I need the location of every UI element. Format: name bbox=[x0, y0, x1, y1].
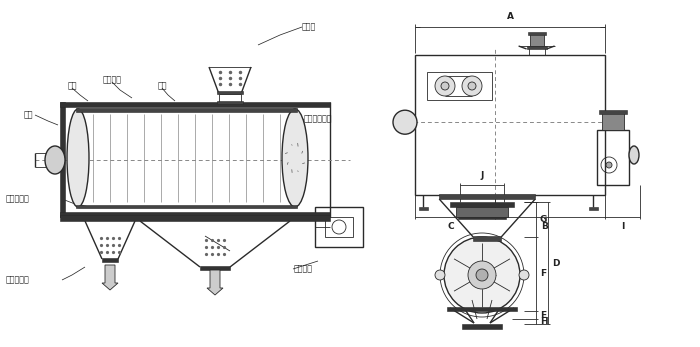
Bar bbox=[589, 207, 598, 210]
Bar bbox=[419, 207, 428, 210]
Bar bbox=[456, 207, 508, 217]
Text: B: B bbox=[541, 222, 548, 231]
Bar bbox=[458, 217, 506, 219]
Circle shape bbox=[435, 76, 455, 96]
Ellipse shape bbox=[67, 109, 89, 207]
Text: G: G bbox=[540, 215, 547, 225]
Bar bbox=[60, 102, 65, 217]
Text: C: C bbox=[447, 222, 454, 231]
Text: 粗料排出口: 粗料排出口 bbox=[6, 195, 29, 203]
Bar bbox=[530, 34, 544, 46]
Text: 网架: 网架 bbox=[158, 82, 167, 91]
Text: 螺旋输送系统: 螺旋输送系统 bbox=[304, 115, 332, 124]
Bar bbox=[60, 102, 330, 107]
Bar bbox=[315, 207, 363, 247]
Circle shape bbox=[476, 269, 488, 281]
Bar bbox=[602, 112, 624, 130]
Text: 进料口: 进料口 bbox=[302, 23, 316, 32]
Circle shape bbox=[468, 261, 496, 289]
Bar bbox=[60, 212, 330, 217]
Text: I: I bbox=[622, 222, 624, 231]
Circle shape bbox=[468, 82, 476, 90]
Text: 细料排出口: 细料排出口 bbox=[6, 276, 29, 285]
Circle shape bbox=[435, 270, 445, 280]
Circle shape bbox=[462, 76, 482, 96]
Text: H: H bbox=[540, 316, 547, 325]
Bar bbox=[200, 266, 230, 270]
Bar bbox=[447, 307, 517, 311]
Text: F: F bbox=[540, 270, 546, 279]
Text: 驱动电机: 驱动电机 bbox=[294, 264, 313, 273]
Bar bbox=[76, 205, 297, 208]
Bar bbox=[76, 108, 297, 112]
Bar bbox=[102, 258, 118, 262]
Bar bbox=[528, 32, 545, 35]
FancyArrow shape bbox=[207, 270, 223, 295]
Circle shape bbox=[519, 270, 529, 280]
Text: E: E bbox=[540, 311, 546, 320]
Bar bbox=[415, 55, 605, 195]
Circle shape bbox=[606, 162, 612, 168]
Bar bbox=[528, 47, 545, 55]
Bar bbox=[60, 215, 330, 221]
Bar bbox=[439, 194, 536, 199]
Bar bbox=[217, 91, 243, 94]
FancyArrow shape bbox=[102, 265, 118, 290]
Bar bbox=[473, 236, 501, 241]
Bar bbox=[325, 217, 353, 237]
Bar bbox=[217, 101, 243, 104]
Bar bbox=[427, 72, 492, 100]
Circle shape bbox=[444, 237, 520, 313]
Circle shape bbox=[441, 82, 449, 90]
Ellipse shape bbox=[282, 109, 308, 207]
Bar bbox=[597, 130, 629, 185]
Bar bbox=[599, 110, 627, 114]
Text: 风轮: 风轮 bbox=[67, 82, 77, 91]
Text: D: D bbox=[552, 259, 559, 268]
Text: J: J bbox=[480, 171, 484, 180]
Bar bbox=[450, 202, 514, 207]
Bar bbox=[78, 109, 295, 207]
Bar bbox=[526, 46, 547, 49]
Bar bbox=[393, 119, 397, 125]
Bar bbox=[219, 94, 241, 102]
Text: 主轴: 主轴 bbox=[23, 110, 33, 119]
Bar bbox=[462, 324, 502, 329]
Text: A: A bbox=[507, 12, 514, 21]
Circle shape bbox=[393, 110, 417, 134]
Ellipse shape bbox=[629, 146, 639, 164]
Text: 风轮叶片: 风轮叶片 bbox=[102, 76, 122, 85]
Ellipse shape bbox=[45, 146, 65, 174]
